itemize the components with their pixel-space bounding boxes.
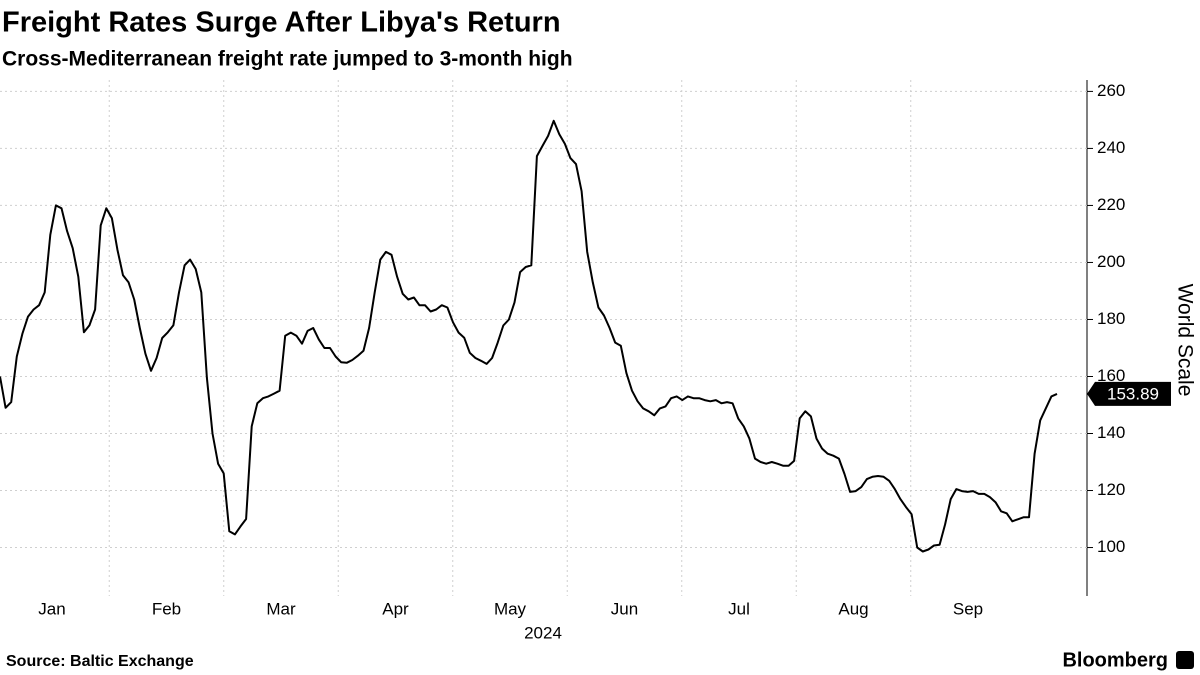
y-tick-label: 120 [1097,480,1125,499]
x-axis-label: 2024 [524,623,562,642]
x-tick-label: Aug [838,599,868,618]
x-tick-label: May [494,599,527,618]
brand: Bloomberg [1062,649,1168,671]
x-tick-label: Apr [382,599,409,618]
y-axis-label: World Scale [1173,284,1196,397]
y-tick-label: 160 [1097,366,1125,385]
chart-subtitle: Cross-Mediterranean freight rate jumped … [2,48,573,71]
y-tick-label: 260 [1097,81,1125,100]
x-tick-label: Jul [728,599,750,618]
x-tick-label: Sep [953,599,983,618]
last-value-callout [1087,381,1171,406]
y-tick-label: 140 [1097,423,1125,442]
y-tick-label: 240 [1097,138,1125,157]
x-tick-label: Jun [611,599,638,618]
brand-icon [1176,651,1194,669]
last-value-label: 153.89 [1107,384,1159,403]
y-tick-label: 180 [1097,309,1125,328]
chart-title: Freight Rates Surge After Libya's Return [2,7,561,39]
y-tick-label: 200 [1097,252,1125,271]
x-tick-label: Feb [152,599,181,618]
y-tick-label: 100 [1097,537,1125,556]
source: Source: Baltic Exchange [6,653,194,670]
line-series [0,119,1058,553]
y-tick-label: 220 [1097,195,1125,214]
x-tick-label: Jan [38,599,65,618]
x-tick-label: Mar [266,599,296,618]
